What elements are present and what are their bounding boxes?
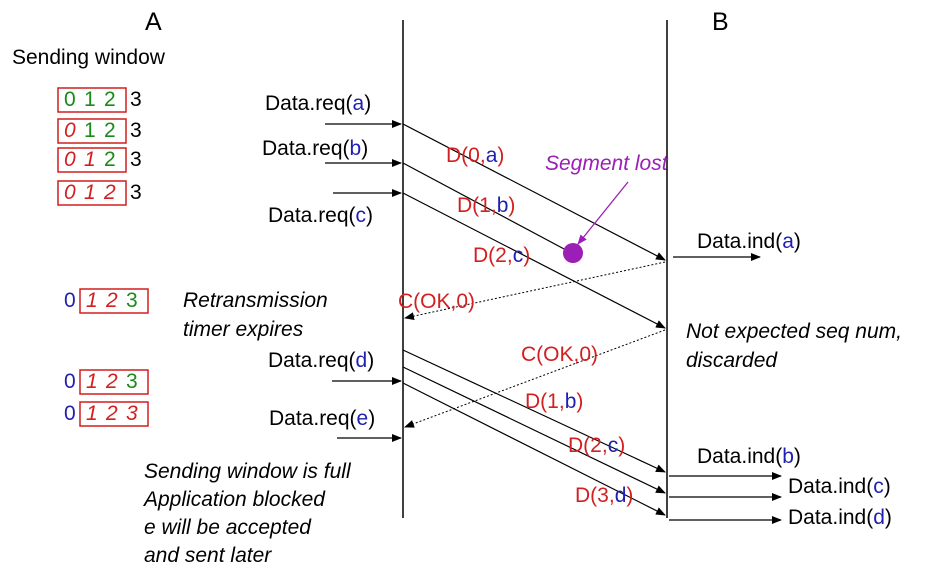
window-seq-digit: 3 bbox=[126, 370, 138, 393]
segment-arrow-1b-lost bbox=[402, 162, 567, 251]
retx-arrow-1b bbox=[402, 349, 666, 473]
window-seq-digit: 1 bbox=[86, 402, 98, 425]
window-outside-seq: 3 bbox=[130, 119, 142, 142]
window-acked-seq: 0 bbox=[64, 402, 76, 425]
indication-d: Data.ind(d) bbox=[669, 506, 892, 529]
svg-text:Data.req(d): Data.req(d) bbox=[268, 349, 374, 372]
discard-note-line1: Not expected seq num, bbox=[686, 320, 902, 343]
window-seq-digit: 1 bbox=[86, 370, 98, 393]
svg-text:Data.req(c): Data.req(c) bbox=[268, 204, 373, 227]
svg-text:Data.req(b): Data.req(b) bbox=[262, 137, 368, 160]
request-b: Data.req(b) bbox=[262, 137, 402, 167]
window-box bbox=[79, 401, 149, 427]
segment-arrow-0a bbox=[402, 123, 666, 261]
window-seq-digit: 0 bbox=[64, 181, 76, 204]
request-d: Data.req(d) bbox=[268, 349, 402, 385]
svg-text:Data.ind(b): Data.ind(b) bbox=[697, 445, 801, 468]
retx-label-2c: D(2,c) bbox=[568, 434, 625, 457]
window-seq-digit: 1 bbox=[84, 181, 96, 204]
timer-note-line1: Retransmission bbox=[183, 289, 328, 312]
window-seq-digit: 1 bbox=[84, 148, 96, 171]
window-outside-seq: 3 bbox=[130, 88, 142, 111]
retx-arrow-3d bbox=[402, 382, 666, 516]
window-seq-digit: 0 bbox=[64, 88, 76, 111]
segment-lost-label: Segment lost bbox=[545, 152, 669, 175]
segment-arrow-2c bbox=[402, 192, 666, 329]
svg-text:Data.ind(a): Data.ind(a) bbox=[697, 230, 801, 253]
request-c: Data.req(c) bbox=[268, 189, 402, 227]
segment-label-0a: D(0,a) bbox=[446, 144, 504, 167]
window-seq-digit: 2 bbox=[105, 402, 118, 425]
window-seq-digit: 2 bbox=[105, 289, 118, 312]
svg-text:Data.ind(d): Data.ind(d) bbox=[788, 506, 892, 529]
window-acked-seq: 0 bbox=[64, 370, 76, 393]
window-seq-digit: 3 bbox=[126, 402, 138, 425]
window-outside-seq: 3 bbox=[130, 181, 142, 204]
segment-label-1b: D(1,b) bbox=[457, 194, 515, 217]
svg-text:Data.req(a): Data.req(a) bbox=[265, 92, 371, 115]
ack-label-1: C(OK,0) bbox=[398, 290, 475, 313]
full-note-line2: Application blocked bbox=[142, 488, 326, 511]
window-seq-digit: 1 bbox=[84, 88, 96, 111]
window-seq-digit: 0 bbox=[64, 148, 76, 171]
request-e: Data.req(e) bbox=[269, 407, 402, 442]
window-box bbox=[57, 118, 127, 144]
window-seq-digit: 2 bbox=[104, 88, 116, 111]
window-box bbox=[79, 288, 149, 314]
window-seq-digit: 1 bbox=[86, 289, 98, 312]
full-note-line4: and sent later bbox=[144, 544, 272, 567]
ack-arrow-1 bbox=[404, 261, 666, 321]
sending-window-title: Sending window bbox=[12, 46, 166, 69]
lost-segment-marker bbox=[563, 243, 583, 263]
segment-lost-pointer bbox=[577, 181, 629, 245]
full-note-line1: Sending window is full bbox=[144, 460, 352, 483]
window-seq-digit: 0 bbox=[64, 119, 76, 142]
request-a: Data.req(a) bbox=[265, 92, 402, 128]
full-note-line3: e will be accepted bbox=[144, 516, 312, 539]
retx-label-1b: D(1,b) bbox=[525, 390, 583, 413]
window-box bbox=[57, 180, 127, 206]
window-box bbox=[79, 369, 149, 395]
window-outside-seq: 3 bbox=[130, 148, 142, 171]
retx-label-3d: D(3,d) bbox=[575, 484, 633, 507]
svg-text:Data.req(e): Data.req(e) bbox=[269, 407, 375, 430]
host-b-label: B bbox=[712, 8, 729, 36]
retx-arrow-2c bbox=[402, 366, 666, 494]
window-box bbox=[57, 147, 127, 173]
sending-window-rows: 0 1 2 30 1 2 30 1 2 30 1 2 30 1 2 30 1 2 30 1 2 3 bbox=[57, 87, 149, 427]
window-seq-digit: 2 bbox=[105, 370, 118, 393]
window-seq-digit: 2 bbox=[104, 119, 116, 142]
indication-c: Data.ind(c) bbox=[669, 475, 891, 501]
window-seq-digit: 1 bbox=[84, 119, 96, 142]
window-acked-seq: 0 bbox=[64, 289, 76, 312]
window-seq-digit: 3 bbox=[126, 289, 138, 312]
discard-note-line2: discarded bbox=[686, 349, 778, 372]
window-seq-digit: 2 bbox=[104, 148, 116, 171]
segment-label-2c: D(2,c) bbox=[473, 244, 530, 267]
window-box bbox=[57, 87, 127, 113]
indication-b: Data.ind(b) bbox=[669, 445, 801, 480]
indication-a: Data.ind(a) bbox=[673, 230, 801, 261]
ack-label-2: C(OK,0) bbox=[521, 343, 598, 366]
timer-note-line2: timer expires bbox=[183, 318, 304, 341]
host-a-label: A bbox=[145, 8, 162, 36]
svg-text:Data.ind(c): Data.ind(c) bbox=[788, 475, 891, 498]
window-seq-digit: 2 bbox=[103, 181, 116, 204]
